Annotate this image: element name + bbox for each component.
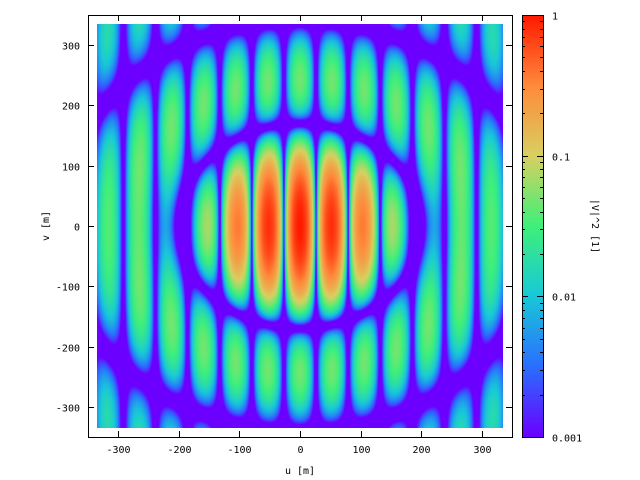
y-tick-label: 100: [62, 163, 80, 174]
y-axis-label: v [m]: [41, 211, 52, 241]
colorbar-gradient: [522, 15, 543, 437]
x-axis-ticks: -300 -200 -100 0 100 200 300: [106, 15, 492, 456]
y-tick-label: -100: [56, 283, 80, 294]
y-axis-ticks: -300 -200 -100 0 100 200 300: [56, 42, 512, 415]
x-tick-label: 200: [412, 445, 430, 456]
colorbar-tick-label: 0.1: [552, 153, 570, 164]
x-tick-label: 0: [297, 445, 303, 456]
x-axis-label: u [m]: [285, 466, 315, 477]
x-tick-label: -300: [106, 445, 130, 456]
x-tick-label: 300: [473, 445, 491, 456]
colorbar-label: |V|^2 [1]: [589, 199, 600, 253]
colorbar-ticks: 1 0.1 0.01 0.001: [522, 12, 582, 445]
y-tick-label: 200: [62, 102, 80, 113]
y-tick-label: -300: [56, 404, 80, 415]
colorbar-frame: [522, 15, 544, 438]
y-tick-label: 300: [62, 42, 80, 53]
y-tick-label: 0: [74, 223, 80, 234]
x-tick-label: 100: [352, 445, 370, 456]
colorbar-tick-label: 0.001: [552, 434, 582, 445]
colorbar-tick-label: 0.01: [552, 293, 576, 304]
x-tick-label: -200: [167, 445, 191, 456]
plot-frame: [88, 15, 513, 438]
x-tick-label: -100: [227, 445, 251, 456]
y-tick-label: -200: [56, 344, 80, 355]
colorbar-tick-label: 1: [552, 12, 558, 23]
heatmap-image: [97, 24, 503, 428]
